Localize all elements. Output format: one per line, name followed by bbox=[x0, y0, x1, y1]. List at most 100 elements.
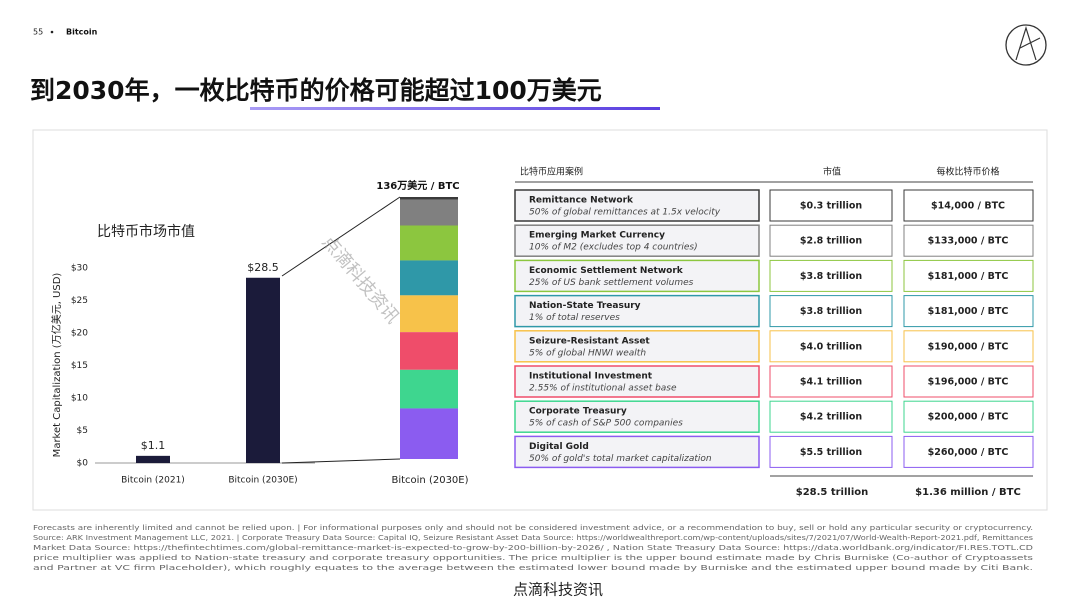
use-case: Economic Settlement Network bbox=[529, 266, 684, 276]
chart-title: 比特币市场市值 bbox=[97, 223, 195, 240]
use-case-desc: 10% of M2 (excludes top 4 countries) bbox=[529, 243, 698, 253]
value-label: $28.5 bbox=[247, 261, 279, 274]
logo-mark bbox=[1015, 25, 1041, 61]
y-tick-label: $30 bbox=[71, 264, 88, 274]
y-tick-label: $15 bbox=[71, 361, 88, 371]
caption: 点滴科技资讯 bbox=[513, 581, 603, 599]
use-case-desc: 50% of gold's total market capitalizatio… bbox=[529, 454, 712, 464]
price-box bbox=[903, 365, 1034, 398]
price-box bbox=[903, 400, 1034, 433]
price: $196,000 / BTC bbox=[928, 377, 1009, 388]
use-case-desc: 5% of global HNWI wealth bbox=[529, 348, 646, 358]
zoom-line bbox=[281, 196, 401, 277]
price-box bbox=[903, 330, 1034, 363]
price: $181,000 / BTC bbox=[928, 306, 1009, 317]
zoom-line bbox=[281, 458, 401, 464]
stack-category: Bitcoin (2030E) bbox=[391, 475, 468, 486]
cap-box bbox=[769, 259, 893, 292]
stack-segment bbox=[400, 260, 458, 296]
cap-box bbox=[769, 330, 893, 363]
dot bbox=[50, 30, 54, 34]
price: $190,000 / BTC bbox=[928, 341, 1009, 352]
use-case-desc: 1% of total reserves bbox=[529, 313, 620, 323]
cap-box bbox=[769, 435, 893, 468]
market-cap: $4.2 trillion bbox=[800, 412, 863, 423]
stack-segment bbox=[400, 332, 458, 370]
price: $260,000 / BTC bbox=[928, 447, 1009, 458]
x-tick-label: Bitcoin (2030E) bbox=[228, 476, 297, 486]
row-box bbox=[514, 435, 760, 469]
price-box bbox=[903, 435, 1034, 468]
market-cap: $4.0 trillion bbox=[800, 341, 863, 352]
row-box bbox=[514, 189, 760, 222]
use-case-desc: 2.55% of institutional asset base bbox=[529, 384, 677, 394]
price: $200,000 / BTC bbox=[928, 412, 1009, 423]
x-tick-label: Bitcoin (2021) bbox=[121, 476, 185, 486]
row-box bbox=[514, 330, 760, 363]
use-case: Remittance Network bbox=[529, 196, 634, 206]
use-case: Emerging Market Currency bbox=[529, 231, 665, 241]
use-case-desc: 5% of cash of S&P 500 companies bbox=[529, 419, 683, 429]
logo bbox=[1005, 24, 1047, 66]
footnote: price multiplier was applied to Nation-s… bbox=[33, 554, 1034, 562]
row-box bbox=[514, 259, 760, 293]
use-case: Digital Gold bbox=[529, 442, 589, 452]
table-header: 市值 bbox=[823, 166, 841, 178]
footnote: and Partner at VC firm Placeholder), whi… bbox=[33, 564, 1033, 572]
bar bbox=[136, 455, 170, 463]
total-cap: $28.5 trillion bbox=[796, 487, 869, 498]
row-box bbox=[514, 365, 760, 398]
cap-box bbox=[769, 189, 893, 222]
stack-segment bbox=[400, 369, 458, 409]
bar bbox=[246, 277, 280, 463]
price: $14,000 / BTC bbox=[931, 201, 1005, 212]
price-box bbox=[903, 295, 1034, 328]
cap-box bbox=[769, 365, 893, 398]
use-case-desc: 50% of global remittances at 1.5x veloci… bbox=[529, 208, 721, 218]
total-price: $1.36 million / BTC bbox=[915, 487, 1021, 498]
market-cap: $5.5 trillion bbox=[800, 447, 863, 458]
price: $181,000 / BTC bbox=[928, 271, 1009, 282]
row-box bbox=[514, 224, 760, 257]
stack-annotation: 136万美元 / BTC bbox=[376, 179, 459, 192]
value-label: $1.1 bbox=[141, 439, 166, 452]
footnote: Forecasts are inherently limited and can… bbox=[33, 524, 1033, 532]
stack-segment bbox=[400, 408, 458, 459]
use-case-desc: 25% of US bank settlement volumes bbox=[529, 278, 694, 288]
y-tick-label: $25 bbox=[71, 296, 88, 306]
stack-segment bbox=[400, 197, 458, 200]
stack-segment bbox=[400, 295, 458, 333]
stack-segment bbox=[400, 199, 458, 226]
price-box bbox=[903, 189, 1034, 222]
y-tick-label: $0 bbox=[77, 459, 89, 469]
cap-box bbox=[769, 400, 893, 433]
cap-box bbox=[769, 224, 893, 257]
market-cap: $2.8 trillion bbox=[800, 236, 863, 247]
price: $133,000 / BTC bbox=[928, 236, 1009, 247]
row-box bbox=[514, 294, 760, 328]
y-tick-label: $20 bbox=[71, 329, 88, 339]
table-header: 比特币应用案例 bbox=[520, 166, 583, 178]
title-underline bbox=[250, 107, 660, 110]
footnote: Market Data Source: https://thefintechti… bbox=[33, 544, 1033, 552]
cap-box bbox=[769, 295, 893, 328]
market-cap: $3.8 trillion bbox=[800, 306, 863, 317]
page-number: 55 bbox=[33, 28, 43, 37]
use-case: Corporate Treasury bbox=[529, 407, 627, 417]
market-cap: $3.8 trillion bbox=[800, 271, 863, 282]
stack-segment bbox=[400, 225, 458, 261]
use-case: Nation-State Treasury bbox=[529, 301, 641, 311]
market-cap: $4.1 trillion bbox=[800, 377, 863, 388]
slide-title: 到2030年，一枚比特币的价格可能超过100万美元 bbox=[30, 76, 602, 105]
y-tick-label: $5 bbox=[77, 426, 88, 436]
use-case: Institutional Investment bbox=[529, 372, 653, 382]
y-axis-label: Market Capitalization (万亿美元, USD) bbox=[50, 273, 63, 458]
section: Bitcoin bbox=[66, 28, 98, 37]
table-header: 每枚比特币价格 bbox=[936, 166, 999, 178]
content-box bbox=[32, 129, 1048, 511]
footnote: Source: ARK Investment Management LLC, 2… bbox=[33, 534, 1033, 542]
use-case: Seizure-Resistant Asset bbox=[529, 336, 650, 346]
price-box bbox=[903, 224, 1034, 257]
